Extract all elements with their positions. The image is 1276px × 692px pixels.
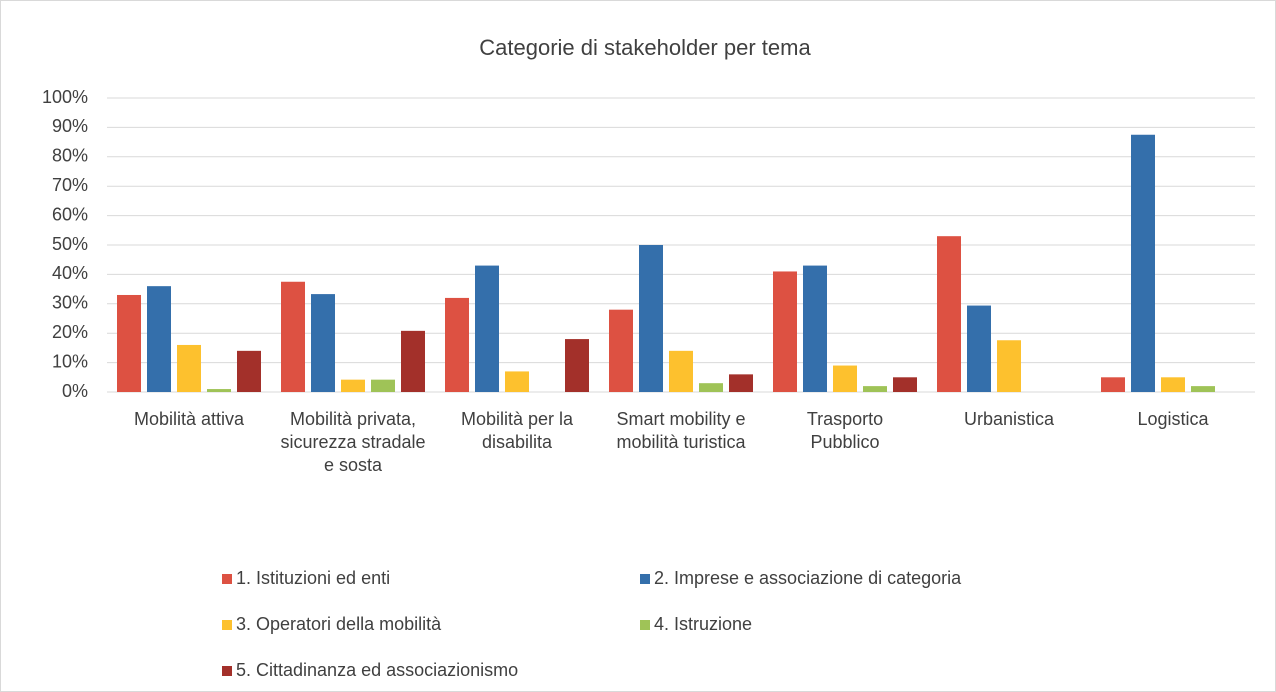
bar bbox=[371, 379, 395, 392]
legend-label: 5. Cittadinanza ed associazionismo bbox=[236, 660, 519, 680]
x-tick-label: Smart mobility e mobilità turistica bbox=[616, 409, 746, 452]
bar bbox=[1131, 134, 1155, 392]
legend-swatch bbox=[222, 619, 232, 630]
bar bbox=[729, 374, 753, 392]
bar bbox=[1161, 377, 1185, 392]
bar bbox=[505, 371, 529, 392]
bar bbox=[341, 379, 365, 392]
bar bbox=[311, 294, 335, 392]
legend-item: 1. Istituzioni ed enti bbox=[222, 568, 390, 589]
y-tick-label: 40% bbox=[52, 263, 88, 283]
bar bbox=[281, 281, 305, 392]
x-tick-label: Mobilità per la disabilita bbox=[460, 409, 574, 452]
legend-label: 2. Imprese e associazione di categoria bbox=[654, 568, 962, 588]
y-tick-label: 20% bbox=[52, 322, 88, 342]
y-tick-label: 90% bbox=[52, 116, 88, 136]
bar bbox=[475, 265, 499, 392]
y-tick-label: 70% bbox=[52, 175, 88, 195]
legend-item: 5. Cittadinanza ed associazionismo bbox=[222, 660, 518, 681]
x-tick-label: Logistica bbox=[1137, 409, 1209, 429]
bar bbox=[699, 383, 723, 392]
x-tick-label: Urbanistica bbox=[963, 409, 1055, 429]
bar bbox=[863, 386, 887, 392]
bar bbox=[669, 350, 693, 392]
legend-swatch bbox=[640, 573, 650, 584]
x-tick-label: Mobilità privata, sicurezza stradale e s… bbox=[280, 409, 426, 475]
legend-label: 1. Istituzioni ed enti bbox=[236, 568, 391, 588]
y-tick-label: 10% bbox=[52, 351, 88, 371]
legend-item: 2. Imprese e associazione di categoria bbox=[640, 568, 961, 589]
bar bbox=[1101, 377, 1125, 392]
bar bbox=[967, 305, 991, 392]
y-tick-label: 80% bbox=[52, 146, 88, 166]
bar bbox=[773, 271, 797, 392]
bar bbox=[609, 309, 633, 392]
bar bbox=[207, 389, 231, 392]
x-tick-label: Mobilità attiva bbox=[133, 409, 245, 429]
y-tick-label: 50% bbox=[52, 234, 88, 254]
bar bbox=[833, 365, 857, 392]
legend-label: 4. Istruzione bbox=[654, 614, 753, 634]
bar bbox=[117, 294, 141, 392]
bar bbox=[445, 297, 469, 392]
bar bbox=[803, 265, 827, 392]
bar bbox=[565, 339, 589, 392]
legend-label: 3. Operatori della mobilità bbox=[236, 614, 442, 634]
y-tick-label: 0% bbox=[62, 381, 88, 401]
bar bbox=[639, 245, 663, 392]
legend-swatch bbox=[640, 619, 650, 630]
bar bbox=[997, 340, 1021, 392]
y-tick-label: 30% bbox=[52, 293, 88, 313]
bar bbox=[1191, 386, 1215, 392]
bar bbox=[237, 350, 261, 392]
y-tick-label: 100% bbox=[42, 87, 88, 107]
bar bbox=[937, 236, 961, 392]
legend-item: 4. Istruzione bbox=[640, 614, 752, 635]
x-tick-label: Trasporto Pubblico bbox=[806, 409, 884, 452]
chart-title: Categorie di stakeholder per tema bbox=[479, 35, 811, 60]
legend-swatch bbox=[222, 573, 232, 584]
bar bbox=[401, 330, 425, 392]
y-tick-label: 60% bbox=[52, 204, 88, 224]
bar bbox=[893, 377, 917, 392]
bar bbox=[177, 344, 201, 392]
bar bbox=[147, 286, 171, 392]
legend-item: 3. Operatori della mobilità bbox=[222, 614, 441, 635]
legend-swatch bbox=[222, 665, 232, 676]
